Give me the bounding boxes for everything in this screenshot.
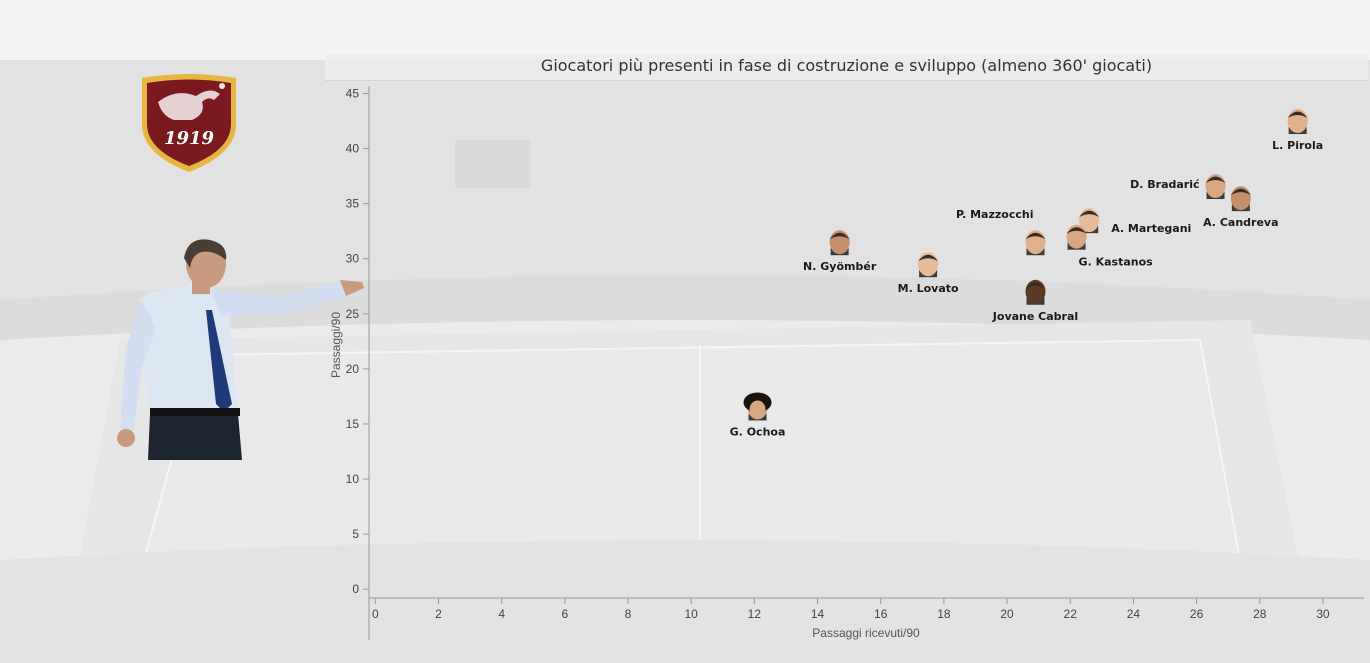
x-tick-label: 22	[1064, 607, 1078, 621]
data-point: L. Pirola	[1272, 109, 1323, 152]
player-hair	[1230, 188, 1251, 196]
x-tick-label: 4	[498, 607, 505, 621]
player-hair	[1025, 232, 1046, 240]
data-point: G. Kastanos	[1066, 224, 1154, 269]
y-tick-label: 20	[346, 362, 360, 376]
point-label: A. Candreva	[1203, 216, 1278, 229]
player-hair	[918, 254, 939, 262]
logo-text: 1919	[164, 128, 215, 149]
x-tick-label: 20	[1000, 607, 1014, 621]
data-point: D. Bradarić	[1130, 174, 1226, 200]
point-label: P. Mazzocchi	[956, 208, 1033, 221]
y-tick-label: 10	[346, 472, 360, 486]
player-hair	[1205, 176, 1226, 184]
x-tick-label: 26	[1190, 607, 1204, 621]
data-point: G. Ochoa	[730, 392, 786, 438]
y-tick-label: 15	[346, 417, 360, 431]
x-tick-label: 24	[1127, 607, 1141, 621]
coach-photo-icon	[117, 239, 364, 460]
chart-title: Giocatori più presenti in fase di costru…	[540, 56, 1153, 75]
y-tick-label: 45	[346, 87, 360, 101]
y-tick-label: 0	[352, 582, 359, 596]
data-point: M. Lovato	[898, 252, 959, 295]
y-tick-label: 35	[346, 197, 360, 211]
x-tick-label: 2	[435, 607, 442, 621]
y-axis-label: Passaggi/90	[329, 312, 343, 378]
point-label: D. Bradarić	[1130, 178, 1200, 191]
y-tick-label: 5	[352, 527, 359, 541]
x-tick-label: 0	[372, 607, 379, 621]
point-label: Jovane Cabral	[992, 310, 1078, 323]
x-tick-label: 10	[685, 607, 699, 621]
y-ticks: 0 5 10 15 20 25 30 35 40 45	[346, 87, 369, 596]
player-hair	[1066, 227, 1087, 234]
x-tick-label: 14	[811, 607, 825, 621]
player-hair	[1287, 111, 1308, 119]
data-point: P. Mazzocchi	[956, 208, 1046, 256]
point-label: A. Martegani	[1111, 222, 1191, 235]
x-tick-label: 12	[748, 607, 762, 621]
x-tick-label: 18	[937, 607, 951, 621]
data-point: Jovane Cabral	[992, 279, 1078, 323]
point-label: N. Gyömbér	[803, 260, 877, 273]
player-face-icon	[749, 400, 766, 419]
x-tick-label: 30	[1316, 607, 1330, 621]
point-label: M. Lovato	[898, 282, 959, 295]
data-point: A. Martegani	[1079, 208, 1191, 235]
player-hair	[1025, 282, 1046, 289]
y-tick-label: 25	[346, 307, 360, 321]
y-tick-label: 40	[346, 142, 360, 156]
x-tick-label: 6	[561, 607, 568, 621]
club-logo: 1919	[142, 74, 236, 172]
x-tick-label: 8	[625, 607, 632, 621]
point-label: L. Pirola	[1272, 139, 1323, 152]
x-tick-label: 16	[874, 607, 888, 621]
point-label: G. Kastanos	[1079, 256, 1154, 269]
player-hair	[829, 232, 850, 240]
data-point: A. Candreva	[1203, 186, 1279, 229]
player-hair	[1079, 210, 1100, 218]
point-label: G. Ochoa	[730, 425, 786, 438]
chart-points: L. Pirola D. Bradarić A. Candreva A. Marteg…	[730, 109, 1323, 438]
chart-axes	[368, 86, 1364, 640]
x-tick-label: 28	[1253, 607, 1267, 621]
chart-title-bar	[325, 54, 1368, 81]
x-axis-label: Passaggi ricevuti/90	[812, 626, 920, 640]
y-tick-label: 30	[346, 252, 360, 266]
data-point: N. Gyömbér	[803, 230, 877, 273]
x-ticks: 0 2 4 6 8 10 12 14 16 18 20 22 24 26 28 30	[372, 598, 1330, 621]
